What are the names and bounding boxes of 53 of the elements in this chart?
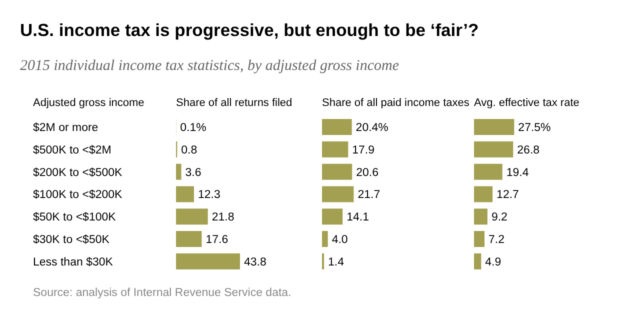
y-tick-label: $100K to <$200K — [33, 189, 123, 202]
bar — [322, 231, 328, 247]
data-label: 43.8 — [244, 256, 266, 268]
x-axis-title: Avg. effective tax rate — [474, 97, 580, 109]
source-note: Source: analysis of Internal Revenue Service data. — [33, 287, 292, 299]
data-label: 17.6 — [206, 234, 228, 246]
bar — [176, 186, 194, 202]
bar — [322, 186, 354, 202]
data-label: 0.8 — [181, 144, 198, 156]
bar — [322, 164, 352, 180]
bar — [176, 231, 202, 247]
data-label: 21.7 — [358, 189, 380, 202]
data-label: 12.3 — [198, 189, 220, 202]
data-label: 12.7 — [496, 189, 519, 202]
data-label: 14.1 — [346, 212, 369, 224]
data-label: 21.8 — [212, 212, 234, 224]
data-label: 27.5% — [518, 122, 551, 134]
data-label: 4.9 — [485, 256, 502, 268]
data-label: 0.1% — [180, 122, 206, 134]
data-label: 20.4% — [356, 122, 388, 134]
bar — [322, 208, 343, 225]
y-tick-label: $50K to <$100K — [33, 212, 116, 224]
data-label: 4.0 — [332, 234, 348, 246]
bar — [322, 119, 352, 135]
bar — [474, 119, 514, 135]
data-label: 17.9 — [352, 144, 375, 156]
y-axis-title: Adjusted gross income — [33, 97, 144, 109]
bar — [474, 186, 493, 202]
bar — [176, 208, 208, 225]
y-tick-label: $30K to <$50K — [33, 234, 110, 246]
data-label: 20.6 — [356, 166, 378, 179]
bar — [474, 141, 514, 158]
x-axis-title: Share of all paid income taxes — [322, 97, 470, 109]
chart-subtitle: 2015 individual income tax statistics, by adjusted gross income — [20, 58, 400, 74]
y-tick-label: Less than $30K — [33, 256, 114, 268]
bar — [474, 253, 482, 270]
bar — [474, 164, 502, 180]
data-label: 26.8 — [517, 144, 540, 156]
data-label: 19.4 — [506, 166, 530, 179]
y-tick-label: $500K to <$2M — [33, 144, 112, 156]
chart-title: U.S. income tax is progressive, but enough to be ‘fair’? — [20, 20, 479, 40]
bar — [474, 208, 488, 225]
data-label: 3.6 — [185, 166, 202, 179]
y-tick-label: $2M or more — [33, 122, 98, 134]
bar — [176, 164, 182, 180]
y-tick-label: $200K to <$500K — [33, 166, 123, 179]
bar — [474, 231, 485, 247]
data-label: 7.2 — [488, 234, 505, 246]
data-label: 1.4 — [328, 256, 345, 268]
bar — [322, 141, 348, 158]
bar — [176, 253, 240, 270]
x-axis-title: Share of all returns filed — [176, 97, 292, 109]
data-label: 9.2 — [491, 212, 508, 224]
